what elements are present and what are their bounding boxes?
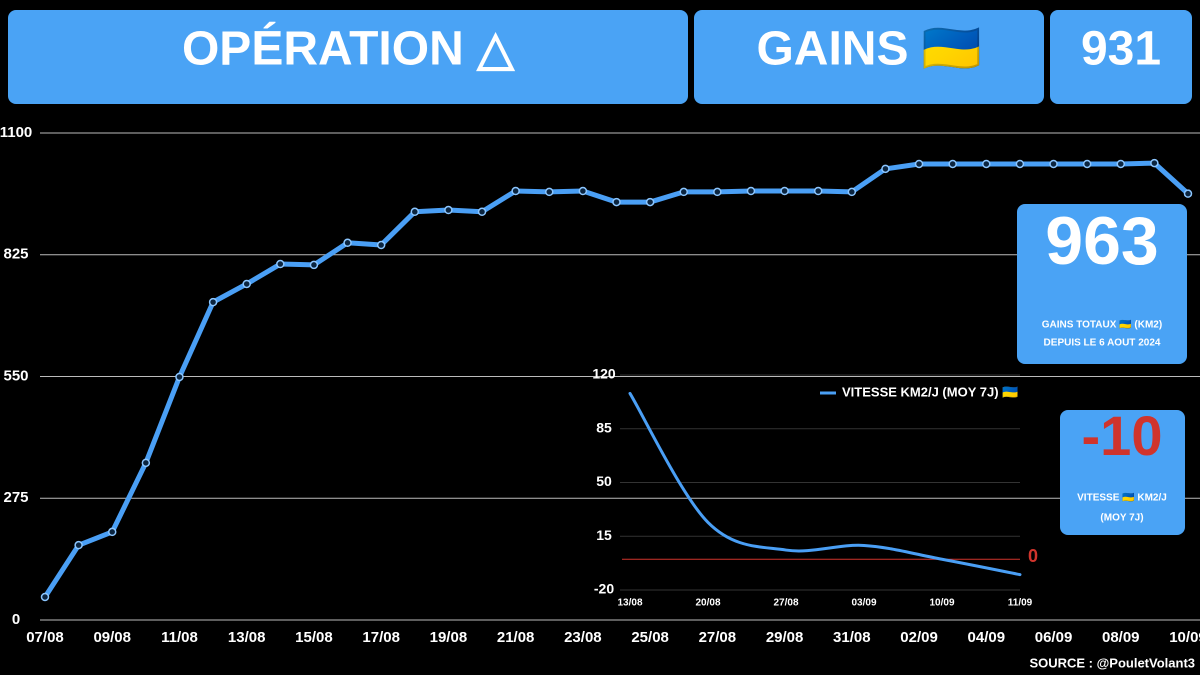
x-tick-label: 13/08 — [617, 598, 642, 609]
data-point — [813, 186, 823, 196]
x-tick-label: 10/09 — [1169, 629, 1200, 646]
data-point — [74, 540, 83, 550]
x-tick-label: 19/08 — [430, 629, 468, 646]
data-point — [847, 187, 857, 197]
data-point — [309, 260, 319, 270]
data-point — [208, 297, 218, 307]
data-point — [376, 240, 386, 250]
data-point — [1082, 159, 1092, 169]
data-point — [410, 207, 420, 217]
gains-value-box — [1050, 10, 1192, 104]
speed-box — [1060, 410, 1185, 535]
data-point — [107, 527, 117, 537]
data-point — [881, 164, 890, 174]
total-value: 963 — [1045, 203, 1158, 279]
gains-box — [694, 10, 1044, 104]
x-tick-label: 11/09 — [1008, 598, 1033, 609]
x-tick-label: 06/09 — [1035, 629, 1073, 646]
speed-value: -10 — [1082, 404, 1163, 467]
x-tick-label: 20/08 — [695, 598, 720, 609]
gains-label: GAINS 🇺🇦 — [756, 23, 981, 76]
data-point — [511, 186, 520, 196]
speed-label: VITESSE 🇺🇦 KM2/J — [1077, 492, 1167, 504]
x-tick-label: 08/09 — [1102, 629, 1140, 646]
data-point — [1116, 159, 1126, 169]
data-point — [1183, 189, 1193, 198]
gains-value: 931 — [1081, 23, 1161, 76]
data-point — [40, 592, 50, 602]
data-point — [444, 205, 453, 215]
y-tick-label: 120 — [592, 366, 616, 382]
x-tick-label: 15/08 — [295, 629, 333, 646]
reference-label: 0 — [1028, 546, 1038, 566]
x-tick-label: 04/09 — [968, 629, 1006, 646]
series-line — [628, 391, 1022, 577]
y-tick-label: 15 — [596, 527, 612, 543]
y-tick-label: 825 — [3, 246, 28, 263]
main-chart: 0 275 550 825 1100 07/08 09/08 11/08 13/08 15/08 1… — [0, 124, 1200, 646]
y-tick-label: 550 — [3, 367, 28, 384]
data-point — [612, 197, 621, 207]
data-point — [175, 372, 184, 382]
x-tick-label: 21/08 — [497, 629, 535, 646]
data-point — [578, 186, 588, 196]
x-tick-label: 23/08 — [564, 629, 602, 646]
data-point — [276, 259, 285, 269]
speed-sub: (MOY 7J) — [1100, 513, 1143, 524]
data-point — [545, 187, 554, 197]
data-point — [713, 187, 722, 197]
x-tick-label: 03/09 — [851, 598, 876, 609]
x-tick-label: 11/08 — [161, 629, 198, 646]
data-point — [242, 279, 251, 289]
x-tick-label: 17/08 — [362, 629, 400, 646]
total-box — [1017, 204, 1187, 364]
data-point — [914, 159, 924, 169]
data-point — [780, 186, 789, 196]
total-since: DEPUIS LE 6 AOUT 2024 — [1044, 338, 1161, 349]
x-tick-label: 27/08 — [773, 598, 798, 609]
total-label: GAINS TOTAUX 🇺🇦 (KM2) — [1042, 319, 1162, 331]
x-tick-label: 31/08 — [833, 629, 871, 646]
data-point — [982, 159, 991, 169]
data-point — [477, 207, 487, 217]
data-point — [645, 197, 655, 207]
data-point — [1015, 159, 1025, 169]
data-point — [679, 187, 688, 197]
x-tick-label: 07/08 — [26, 629, 64, 646]
y-tick-label: 275 — [3, 489, 28, 506]
x-tick-label: 25/08 — [631, 629, 669, 646]
legend-label: VITESSE KM2/J (MOY 7J) 🇺🇦 — [842, 384, 1018, 399]
x-tick-label: 29/08 — [766, 629, 804, 646]
data-point — [343, 238, 352, 248]
data-point — [141, 458, 151, 468]
x-tick-label: 09/08 — [93, 629, 131, 646]
x-tick-label: 13/08 — [228, 629, 266, 646]
y-tick-label: 50 — [596, 473, 612, 489]
data-point — [1049, 159, 1058, 169]
data-point — [1150, 158, 1159, 168]
source: SOURCE : @PouletVolant3 — [1029, 655, 1195, 670]
data-point — [948, 159, 957, 169]
x-tick-label: 27/08 — [699, 629, 737, 646]
title: OPÉRATION △ — [182, 22, 515, 76]
y-tick-label: 85 — [596, 419, 612, 435]
y-tick-label: -20 — [594, 581, 614, 597]
data-point — [746, 186, 756, 196]
y-tick-label: 1100 — [0, 124, 32, 141]
y-tick-label: 0 — [12, 611, 20, 628]
title-box — [8, 10, 688, 104]
x-tick-label: 10/09 — [929, 598, 954, 609]
x-tick-label: 02/09 — [900, 629, 938, 646]
